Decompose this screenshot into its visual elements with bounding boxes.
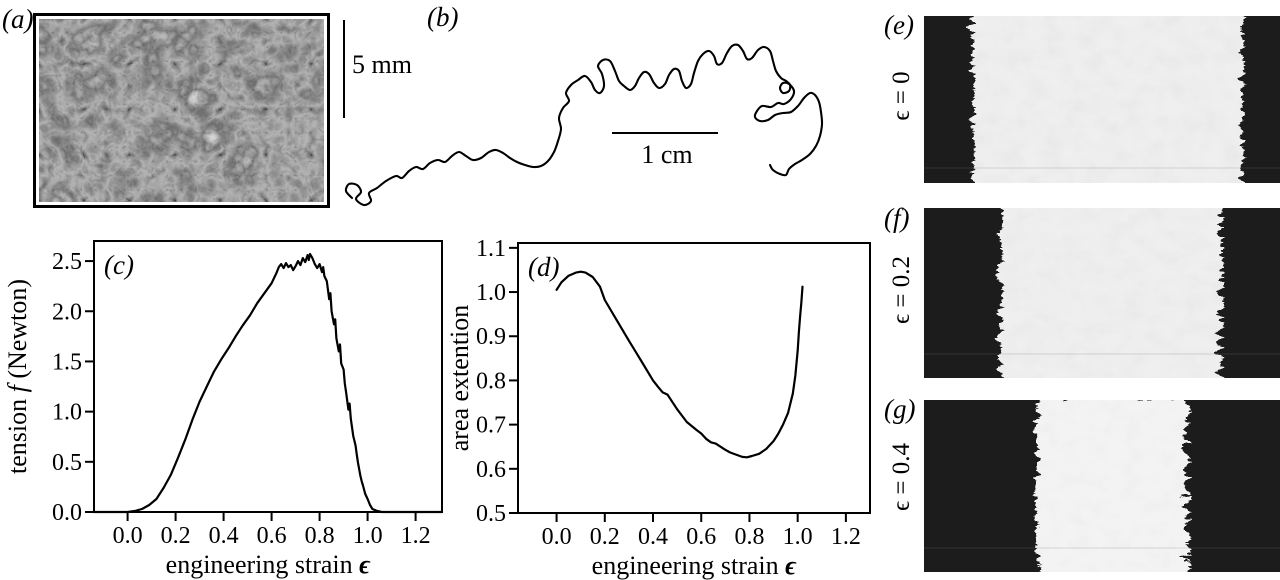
y-tick-label: 2.5 <box>52 249 82 275</box>
plot-box <box>517 242 871 514</box>
fiber-trace-path <box>344 43 824 207</box>
x-tick-label: 0.4 <box>209 523 239 549</box>
area-extension-chart: 0.0 0.2 0.4 0.6 0.8 1.0 1.2 0.5 0.6 0.7 0.8 0.9 1.0 1… <box>450 236 871 580</box>
sample-band <box>997 208 1217 378</box>
x-tick-label: 0.4 <box>638 524 668 550</box>
y-axis-title: area extention <box>450 305 474 452</box>
panel-f-label: (f) <box>884 203 910 233</box>
x-axis-title: engineering strain ϵ <box>166 550 372 579</box>
x-tick-label: 0.8 <box>305 523 335 549</box>
x-tick-label: 0.0 <box>113 523 143 549</box>
x-tick-label: 1.0 <box>783 524 813 550</box>
plot-box <box>93 240 443 513</box>
y-axis-title: tension f (Newton) <box>3 279 32 474</box>
panel-e-strain-label: ϵ = 0 <box>888 71 915 121</box>
x-tick-label: 0.0 <box>542 524 572 550</box>
y-tick-label: 1.1 <box>476 236 506 262</box>
panel-g-strain-label: ϵ = 0.4 <box>888 443 915 511</box>
series-path-d <box>555 270 804 459</box>
sample-photo-strain-0 <box>924 16 1280 183</box>
panel-g-label: (g) <box>884 394 916 424</box>
fiber-trace-drawing <box>344 43 824 207</box>
sample-photo-strain-0_4 <box>924 400 1280 572</box>
y-tick-label: 0.8 <box>476 368 506 394</box>
y-tick-label: 0.9 <box>476 324 506 350</box>
fiber-texture-fine <box>39 19 324 202</box>
y-tick-label: 0.5 <box>52 450 82 476</box>
x-axis-title: engineering strain ϵ <box>592 551 798 580</box>
tension-strain-chart: 0.0 0.2 0.4 0.6 0.8 1.0 1.2 0.0 0.5 1.0 1.5 2.0 2.5 (… <box>3 240 444 579</box>
y-tick-label: 1.0 <box>52 400 82 426</box>
panel-f-strain-label: ϵ = 0.2 <box>888 256 915 324</box>
y-tick-label: 2.0 <box>52 299 82 325</box>
y-tick-label: 1.0 <box>476 280 506 306</box>
y-tick-label: 0.7 <box>476 413 506 439</box>
x-tick-label: 1.2 <box>401 523 431 549</box>
y-tick-label: 1.5 <box>52 349 82 375</box>
panel-b-scalebar <box>612 132 718 134</box>
x-tick-label: 0.6 <box>686 524 716 550</box>
sample-band <box>970 16 1240 183</box>
sample-band <box>1032 400 1182 572</box>
sample-photo-strain-0_2 <box>924 208 1280 378</box>
panel-d-label: (d) <box>528 252 559 282</box>
panel-a-label: (a) <box>2 4 34 34</box>
y-tick-label: 0.5 <box>476 501 506 527</box>
series-path-c <box>92 252 444 514</box>
fiber-network-texture <box>39 19 324 202</box>
x-tick-label: 0.2 <box>161 523 191 549</box>
panel-e-label: (e) <box>884 10 914 40</box>
y-tick-label: 0.0 <box>52 500 82 526</box>
fiber-network-photo <box>33 13 330 208</box>
x-tick-label: 0.2 <box>590 524 620 550</box>
x-tick-label: 1.0 <box>353 523 383 549</box>
panel-a-scalebar <box>343 20 345 118</box>
panel-b-scalebar-label: 1 cm <box>641 140 693 169</box>
x-tick-label: 0.6 <box>257 523 287 549</box>
panel-a-scalebar-label: 5 mm <box>352 50 412 79</box>
x-tick-label: 1.2 <box>831 524 861 550</box>
panel-c-label: (c) <box>104 250 134 280</box>
panel-b-label: (b) <box>427 2 459 32</box>
x-tick-label: 0.8 <box>734 524 764 550</box>
y-tick-label: 0.6 <box>476 457 506 483</box>
